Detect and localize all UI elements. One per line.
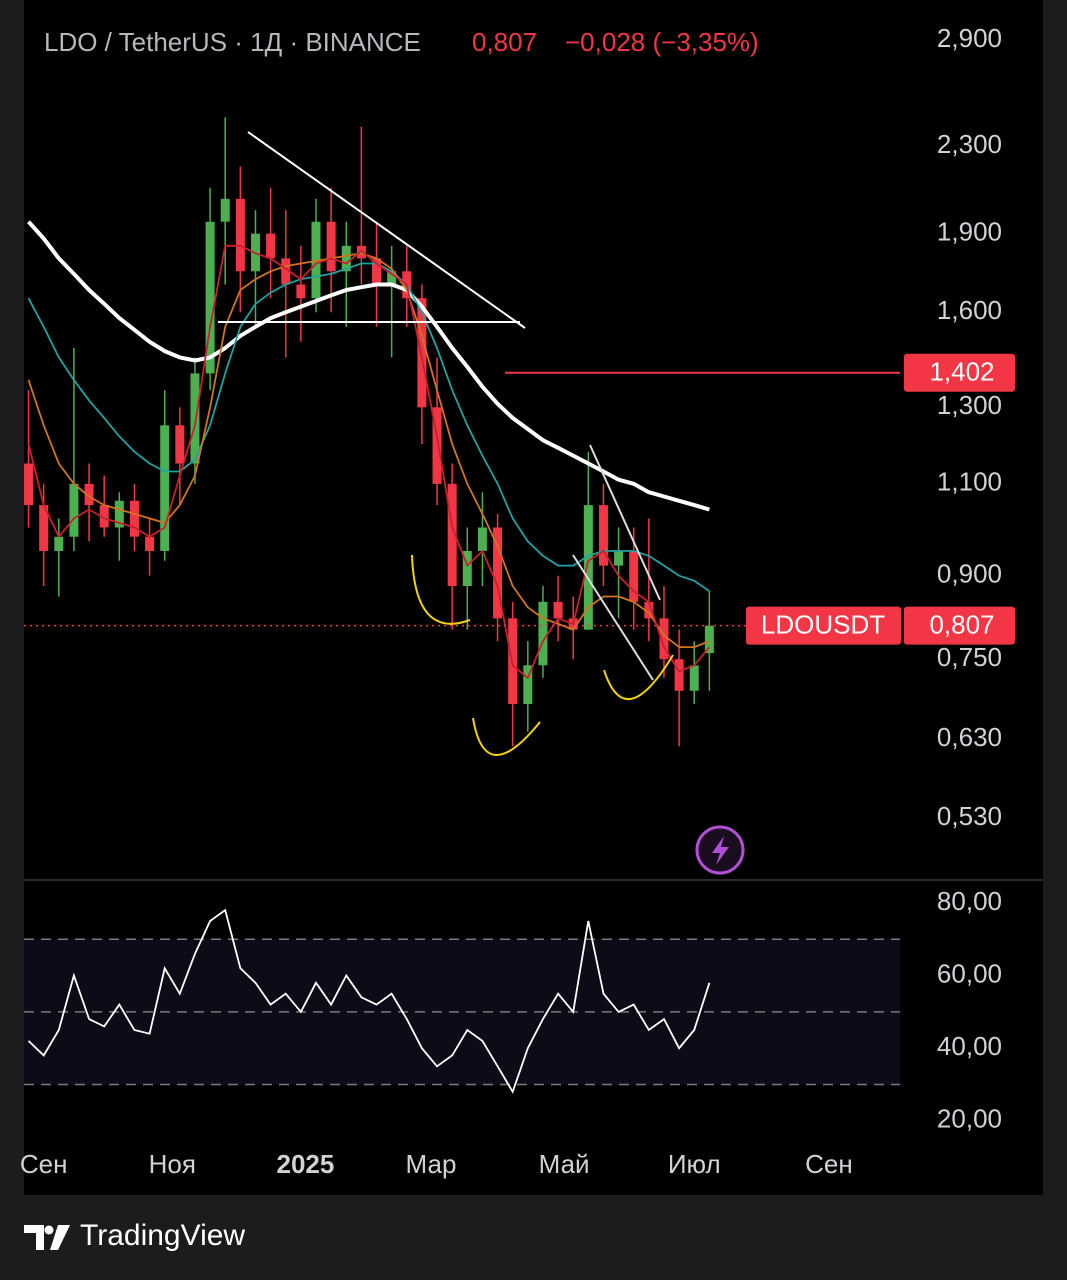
y-tick-label: 1,100 [937, 467, 1002, 497]
candle-body [205, 221, 215, 374]
x-tick-label: Сен [805, 1149, 853, 1179]
candle-body [311, 221, 321, 299]
symbol-badge-label: LDOUSDT [761, 610, 885, 640]
moving-average [27, 220, 710, 512]
candle-body [341, 245, 351, 272]
candle-body [99, 505, 109, 528]
trend-line [247, 131, 526, 329]
change: −0,028 (−3,35%) [565, 27, 759, 57]
candle-body [538, 601, 548, 666]
candle-body [54, 536, 64, 551]
candle-body [69, 483, 79, 537]
candle-body [220, 198, 230, 222]
candle-body [160, 425, 170, 551]
symbol: LDO / TetherUS · 1Д · BINANCE [44, 27, 421, 57]
y-tick-label: 2,300 [937, 129, 1002, 159]
candle-body [462, 550, 472, 586]
brand: TradingView [80, 1219, 245, 1252]
rsi-tick-label: 60,00 [937, 958, 1002, 988]
candle-body [387, 271, 397, 285]
candle-body [674, 659, 684, 691]
x-tick-label: Май [539, 1149, 590, 1179]
candle-body [235, 198, 245, 272]
candle-body [190, 373, 200, 464]
candle-body [39, 505, 49, 551]
rsi-band [24, 939, 900, 1085]
y-tick-label: 0,530 [937, 801, 1002, 831]
price-badge [904, 606, 1015, 645]
candle-body [447, 483, 457, 586]
rsi-tick-label: 20,00 [937, 1104, 1002, 1134]
candle-body [129, 500, 139, 537]
y-tick-label: 1,300 [937, 390, 1002, 420]
price-badge-label: 0,807 [929, 610, 994, 640]
logo-mark [24, 1225, 70, 1250]
candle-body [689, 665, 699, 691]
y-tick-label: 0,630 [937, 722, 1002, 752]
rsi-line [27, 908, 711, 1094]
moving-average [27, 252, 710, 648]
y-tick-label: 1,900 [937, 216, 1002, 246]
symbol-badge [746, 606, 901, 645]
logo [24, 1225, 70, 1250]
candle-body [432, 407, 442, 484]
candle-body [553, 601, 563, 619]
price-badge-label: 1,402 [929, 357, 994, 387]
logo-dot [44, 1225, 54, 1235]
candle-body [583, 505, 593, 630]
icon-bolt [712, 836, 729, 865]
candle-body [372, 258, 382, 285]
x-tick-label: 2025 [276, 1149, 334, 1179]
curve [603, 654, 674, 700]
candle-body [659, 618, 669, 660]
curve [472, 717, 541, 756]
price-badge [904, 353, 1015, 392]
trend-line [572, 554, 654, 681]
candle-body [114, 500, 124, 528]
lightning-icon[interactable] [695, 825, 745, 875]
rsi-tick-label: 40,00 [937, 1031, 1002, 1061]
candle-body [493, 527, 503, 619]
candle-body [629, 550, 639, 602]
y-tick-label: 0,900 [937, 559, 1002, 589]
candle-body [704, 625, 714, 654]
candle-body [24, 463, 34, 506]
y-tick-label: 0,750 [937, 642, 1002, 672]
x-tick-label: Июл [668, 1149, 721, 1179]
trend-line [589, 444, 661, 601]
x-tick-label: Мар [406, 1149, 457, 1179]
drawings [218, 131, 674, 756]
candle-body [356, 245, 366, 259]
candle-body [281, 258, 291, 285]
x-tick-label: Ноя [149, 1149, 196, 1179]
y-tick-label: 1,600 [937, 295, 1002, 325]
candle-body [296, 284, 306, 299]
candle-body [145, 536, 155, 551]
price: 0,807 [472, 27, 537, 57]
candle-body [477, 527, 487, 551]
x-tick-label: Сен [20, 1149, 68, 1179]
candle-body [644, 601, 654, 619]
candle-body [598, 505, 608, 566]
candle-body [326, 221, 336, 272]
candle-body [175, 425, 185, 464]
moving-average [27, 244, 711, 679]
candle-body [84, 483, 94, 506]
candle-body [614, 550, 624, 566]
moving-average [27, 262, 710, 592]
curve [411, 554, 471, 625]
y-tick-label: 2,900 [937, 23, 1002, 53]
candle-body [417, 298, 427, 408]
rsi-tick-label: 80,00 [937, 886, 1002, 916]
candle-body [523, 665, 533, 705]
candle-body [266, 233, 276, 259]
